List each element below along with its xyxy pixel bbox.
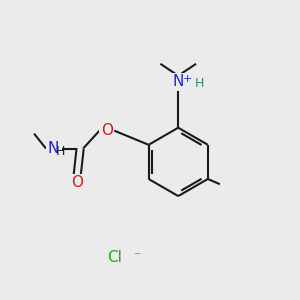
- Text: ⁻: ⁻: [133, 250, 140, 264]
- Text: N: N: [172, 74, 184, 89]
- Text: H: H: [194, 76, 204, 90]
- Text: +: +: [183, 74, 192, 84]
- Text: O: O: [101, 123, 113, 138]
- Text: Cl: Cl: [107, 250, 122, 265]
- Text: N: N: [48, 141, 59, 156]
- Text: O: O: [71, 175, 83, 190]
- Text: H: H: [56, 145, 65, 158]
